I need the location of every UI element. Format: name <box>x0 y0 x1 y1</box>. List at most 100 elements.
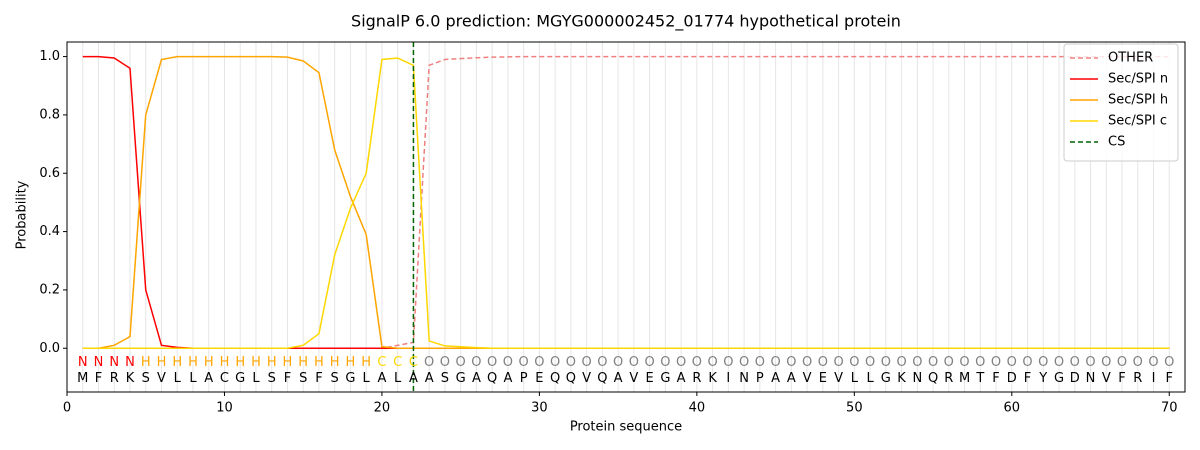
y-axis-label: Probability <box>15 180 30 249</box>
residue-label: F <box>1118 371 1125 386</box>
state-label: H <box>220 355 230 370</box>
state-label: O <box>597 355 607 370</box>
state-label: O <box>959 355 969 370</box>
state-label: O <box>881 355 891 370</box>
residue-label: S <box>142 371 150 386</box>
state-label: O <box>692 355 702 370</box>
residue-label: R <box>1133 371 1142 386</box>
residue-label: R <box>110 371 119 386</box>
state-label: N <box>125 355 135 370</box>
state-label: O <box>912 355 922 370</box>
x-tick-label: 70 <box>1161 401 1178 416</box>
residue-label: E <box>646 371 654 386</box>
state-label: H <box>204 355 214 370</box>
residue-label: G <box>881 371 891 386</box>
series-line <box>82 55 1170 349</box>
state-label: O <box>1054 355 1064 370</box>
legend-label: Sec/SPI c <box>1108 114 1167 129</box>
state-label: O <box>1117 355 1127 370</box>
residue-label: I <box>726 371 730 386</box>
residue-label: S <box>331 371 339 386</box>
residue-label: C <box>220 371 229 386</box>
residue-label: S <box>268 371 276 386</box>
x-tick-label: 30 <box>531 401 548 416</box>
state-label: H <box>283 355 293 370</box>
state-label: H <box>298 355 308 370</box>
residue-label: N <box>1086 371 1096 386</box>
residue-label: Q <box>566 371 576 386</box>
y-tick-label: 0.0 <box>39 341 60 356</box>
y-tick-label: 0.2 <box>39 282 60 297</box>
y-tick-label: 0.6 <box>39 166 60 181</box>
residue-label: T <box>975 371 984 386</box>
legend-box <box>1063 43 1179 162</box>
state-label: O <box>550 355 560 370</box>
residue-label: L <box>189 371 197 386</box>
state-label: O <box>676 355 686 370</box>
residue-label: D <box>1007 371 1017 386</box>
residue-label: Q <box>928 371 938 386</box>
residue-label: V <box>1102 371 1111 386</box>
state-label: O <box>456 355 466 370</box>
chart-title: SignalP 6.0 prediction: MGYG000002452_01… <box>351 12 901 32</box>
residue-label: M <box>959 371 970 386</box>
residue-label: P <box>756 371 764 386</box>
state-label: O <box>802 355 812 370</box>
residue-label: E <box>535 371 543 386</box>
residue-label: D <box>1070 371 1080 386</box>
state-label: O <box>1022 355 1032 370</box>
state-label: O <box>629 355 639 370</box>
state-label: H <box>251 355 261 370</box>
residue-label: F <box>315 371 322 386</box>
state-label: H <box>172 355 182 370</box>
x-tick-label: 0 <box>63 401 71 416</box>
x-tick-label: 20 <box>374 401 391 416</box>
state-label: N <box>109 355 119 370</box>
state-label: O <box>660 355 670 370</box>
residue-label: A <box>409 371 418 386</box>
state-label: N <box>94 355 104 370</box>
residue-label: P <box>520 371 528 386</box>
state-label: O <box>487 355 497 370</box>
legend-label: Sec/SPI n <box>1108 72 1168 87</box>
state-label: O <box>707 355 717 370</box>
state-label: O <box>424 355 434 370</box>
state-label: C <box>393 355 402 370</box>
series-line <box>82 57 1170 349</box>
residue-label: F <box>1024 371 1031 386</box>
series-line <box>82 55 1170 349</box>
residue-label: A <box>614 371 623 386</box>
residue-label: K <box>126 371 135 386</box>
state-label: H <box>235 355 245 370</box>
residue-label: N <box>912 371 922 386</box>
residue-label: A <box>425 371 434 386</box>
residue-label: L <box>363 371 371 386</box>
residue-label: L <box>252 371 260 386</box>
state-label: O <box>566 355 576 370</box>
residue-label: G <box>660 371 670 386</box>
residue-label: A <box>472 371 481 386</box>
residue-label: V <box>157 371 166 386</box>
state-label: O <box>534 355 544 370</box>
y-tick-label: 0.8 <box>39 107 60 122</box>
residue-label: S <box>441 371 449 386</box>
state-label: O <box>786 355 796 370</box>
state-label: H <box>141 355 151 370</box>
x-tick-label: 50 <box>846 401 863 416</box>
residue-label: G <box>235 371 245 386</box>
state-label: O <box>1133 355 1143 370</box>
state-label: H <box>157 355 167 370</box>
state-label: H <box>188 355 198 370</box>
state-label: O <box>503 355 513 370</box>
state-label: O <box>928 355 938 370</box>
x-tick-label: 40 <box>689 401 706 416</box>
state-label: N <box>78 355 88 370</box>
state-label: H <box>361 355 371 370</box>
residue-label: G <box>345 371 355 386</box>
y-tick-label: 0.4 <box>39 224 60 239</box>
residue-label: A <box>204 371 213 386</box>
plot-frame <box>66 41 1186 393</box>
residue-label: V <box>582 371 591 386</box>
state-label: O <box>944 355 954 370</box>
state-label: C <box>377 355 386 370</box>
